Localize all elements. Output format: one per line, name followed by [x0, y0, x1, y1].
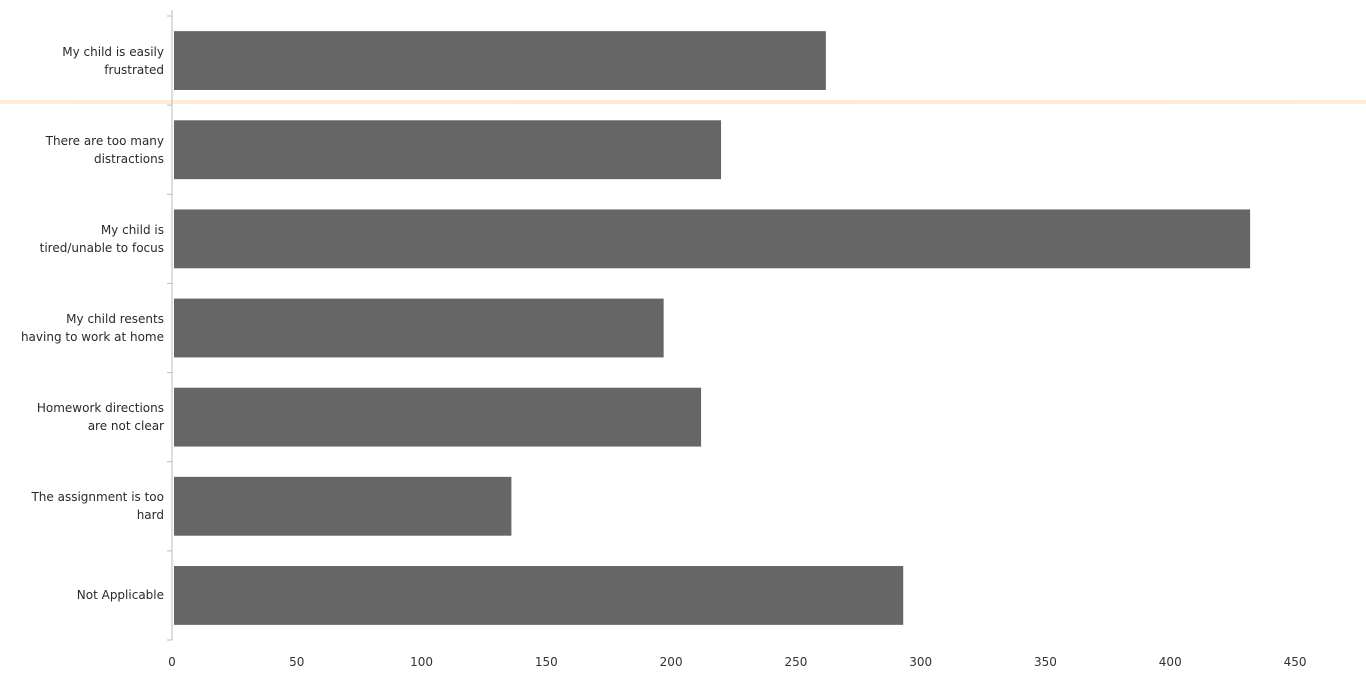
category-label: Homework directions are not clear — [0, 399, 164, 435]
category-label-line: having to work at home — [20, 330, 164, 344]
category-label: My child is easily frustrated — [0, 43, 164, 79]
category-label-line: distractions — [93, 151, 164, 166]
category-label-line: My child resents — [66, 312, 164, 326]
category-label-line: The assignment is too — [31, 490, 164, 505]
category-label-line: Not Applicable — [76, 588, 164, 603]
x-tick-label: 400 — [1159, 655, 1182, 669]
category-label: The assignment is too hard — [0, 488, 164, 524]
x-tick-label: 100 — [410, 655, 433, 669]
bar — [174, 120, 722, 180]
x-tick-label: 0 — [168, 655, 176, 669]
category-label: There are too many distractions — [0, 132, 164, 168]
bar — [174, 566, 904, 625]
category-label-line: My child is easily — [62, 44, 164, 59]
category-label: My child is tired/unable to focus — [0, 221, 164, 257]
bar — [174, 476, 512, 536]
x-tick-label: 450 — [1284, 655, 1307, 669]
scan-streak — [0, 100, 1366, 104]
x-tick-label: 250 — [784, 655, 807, 669]
x-tick-label: 300 — [909, 655, 932, 669]
category-label: My child resents having to work at home — [0, 310, 164, 346]
x-tick-label: 150 — [535, 655, 558, 669]
bar — [174, 387, 702, 447]
x-tick-label: 200 — [660, 655, 683, 669]
bar — [174, 31, 826, 90]
category-label-line: are not clear — [87, 419, 164, 434]
x-tick-label: 350 — [1034, 655, 1057, 669]
category-label-line: Homework directions — [36, 401, 164, 416]
category-label: Not Applicable — [0, 586, 164, 604]
category-label-line: tired/unable to focus — [39, 240, 164, 255]
x-tick-label: 50 — [289, 655, 304, 669]
category-label-line: There are too many — [45, 133, 164, 148]
bar — [174, 298, 664, 358]
bar — [174, 209, 1251, 269]
category-label-line: My child is — [100, 222, 164, 237]
category-label-line: hard — [136, 508, 164, 523]
category-label-line: frustrated — [104, 62, 164, 77]
